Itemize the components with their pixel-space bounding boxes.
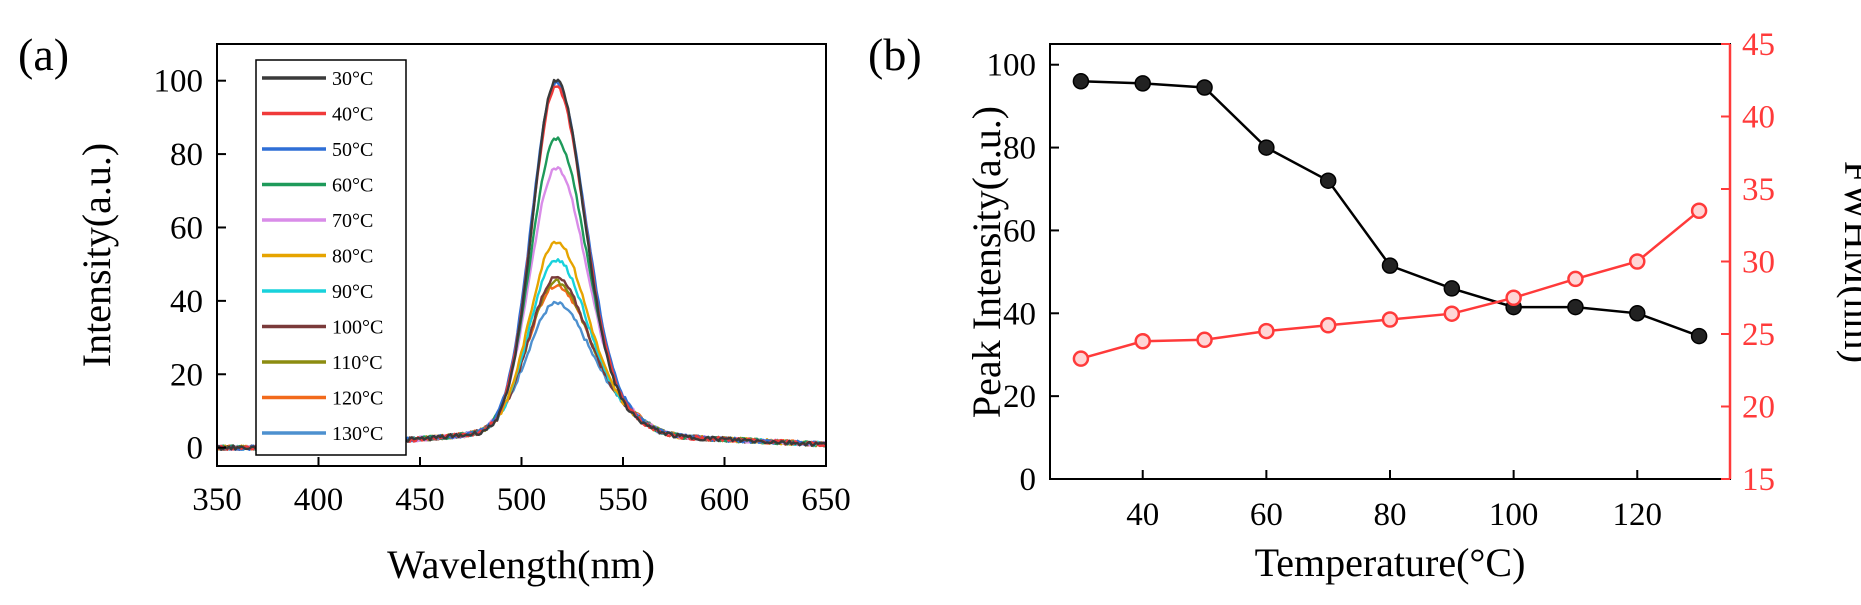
chart-b-peak-point — [1072, 73, 1090, 90]
chart-a-legend-label: 40°C — [332, 104, 373, 126]
chart-b-fwhm-point — [1629, 253, 1646, 270]
chart-b-x-tick-label: 40 — [1126, 497, 1159, 533]
chart-b-fwhm-point — [1196, 331, 1213, 349]
chart-b-peak-point — [1443, 280, 1461, 297]
chart-a-y-tick-label: 40 — [170, 284, 203, 320]
chart-a-legend-label: 70°C — [332, 210, 373, 232]
chart-b-y-axis-left: 0 20 40 60 80 100 — [987, 48, 1059, 498]
chart-b-x-tick-label: 100 — [1489, 497, 1539, 533]
chart-a: 350 400 450 500 550 600 650 0 20 40 60 80 100 Wavel… — [74, 43, 851, 587]
chart-a-x-tick-label: 350 — [192, 482, 242, 518]
chart-b-x-tick-label: 60 — [1250, 497, 1283, 533]
panel-b-label: (b) — [868, 29, 922, 80]
chart-b-fwhm-point — [1443, 305, 1461, 322]
chart-b-y2-tick-label: 15 — [1742, 462, 1775, 498]
chart-b-y2-tick-label: 35 — [1742, 172, 1775, 208]
chart-a-x-tick-label: 450 — [395, 482, 445, 518]
chart-b-fwhm-point — [1505, 289, 1522, 306]
chart-b-fwhm-point — [1258, 322, 1275, 340]
chart-b-y2-tick-label: 20 — [1742, 390, 1775, 426]
chart-a-legend-label: 80°C — [332, 246, 373, 268]
chart-b-y-tick-label: 40 — [1003, 296, 1036, 332]
chart-b-series — [1072, 73, 1708, 367]
chart-a-x-tick-label: 600 — [700, 482, 750, 518]
chart-b-fwhm-point — [1319, 317, 1337, 334]
chart-b-fwhm-line — [1080, 209, 1700, 360]
chart-b-y2-tick-label: 40 — [1742, 100, 1775, 136]
chart-b-y-tick-label: 20 — [1003, 379, 1036, 415]
chart-a-legend-label: 50°C — [332, 139, 373, 161]
panel-a-label: (a) — [18, 29, 69, 80]
chart-a-legend: 30°C 40°C 50°C 60°C 70°C 80°C 90°C 100°C 110°C 12… — [255, 59, 407, 456]
chart-a-legend-label: 120°C — [332, 388, 383, 410]
chart-a-y-tick-label: 60 — [170, 210, 203, 246]
chart-b-peak-point — [1381, 257, 1399, 274]
chart-a-legend-label: 110°C — [332, 352, 383, 374]
chart-a-legend-label: 60°C — [332, 175, 373, 197]
chart-b-x-axis-title: Temperature(°C) — [1255, 540, 1526, 585]
chart-a-legend-label: 90°C — [332, 281, 373, 303]
chart-a-y-tick-label: 100 — [154, 64, 204, 100]
chart-b-x-axis: 40 60 80 100 120 — [1126, 470, 1662, 533]
chart-a-y-tick-label: 20 — [170, 357, 203, 393]
chart-b-x-tick-label: 80 — [1374, 497, 1407, 533]
chart-a-y-tick-label: 0 — [187, 431, 204, 467]
chart-b-y-tick-label: 100 — [987, 48, 1037, 84]
chart-b-peak-point — [1196, 79, 1213, 96]
chart-b-fwhm-point — [1072, 350, 1090, 367]
chart-a-x-axis-title: Wavelength(nm) — [387, 542, 655, 587]
chart-b-peak-point — [1319, 172, 1337, 189]
chart-a-x-axis: 350 400 450 500 550 600 650 — [192, 457, 851, 518]
chart-b-peak-point — [1134, 75, 1151, 92]
chart-b-y-axis-right: 15 20 25 30 35 40 45 — [1721, 27, 1775, 498]
chart-b-fwhm-point — [1134, 333, 1151, 350]
chart-b-fwhm-point — [1567, 270, 1584, 288]
chart-b-fwhm-point — [1690, 202, 1708, 219]
chart-b-y-tick-label: 0 — [1020, 462, 1037, 498]
chart-a-x-tick-label: 400 — [294, 482, 344, 518]
chart-a-y-tick-label: 80 — [170, 137, 203, 173]
chart-b-y2-tick-label: 45 — [1742, 27, 1775, 63]
chart-a-y-axis: 0 20 40 60 80 100 — [154, 64, 226, 467]
chart-b-y2-tick-label: 30 — [1742, 245, 1775, 281]
chart-b-peak-point — [1567, 298, 1584, 316]
chart-b-y-tick-label: 60 — [1003, 213, 1036, 249]
chart-b-y-tick-label: 80 — [1003, 131, 1036, 167]
chart-a-x-tick-label: 650 — [801, 482, 851, 518]
chart-b: 40 60 80 100 120 0 20 40 60 80 100 15 20 25 30 35 40 45… — [964, 27, 1861, 585]
chart-a-x-tick-label: 550 — [598, 482, 648, 518]
chart-a-legend-label: 100°C — [332, 317, 383, 339]
chart-a-x-tick-label: 500 — [497, 482, 547, 518]
chart-b-y-axis-title: Peak Intensity(a.u.) — [964, 106, 1009, 418]
chart-a-legend-label: 30°C — [332, 68, 373, 90]
chart-b-y2-axis-title: FWHM(nm) — [1836, 161, 1861, 363]
chart-b-peak-point — [1629, 305, 1646, 322]
chart-a-legend-label: 130°C — [332, 423, 383, 445]
chart-b-x-tick-label: 120 — [1613, 497, 1663, 533]
chart-b-fwhm-point — [1381, 311, 1399, 328]
chart-b-y2-tick-label: 25 — [1742, 317, 1775, 353]
chart-b-peak-point — [1258, 139, 1275, 156]
chart-a-y-axis-title: Intensity(a.u.) — [74, 143, 119, 367]
chart-b-peak-point — [1690, 327, 1708, 345]
chart-a-legend-box — [255, 59, 407, 456]
chart-b-peak-intensity-line — [1080, 80, 1700, 338]
